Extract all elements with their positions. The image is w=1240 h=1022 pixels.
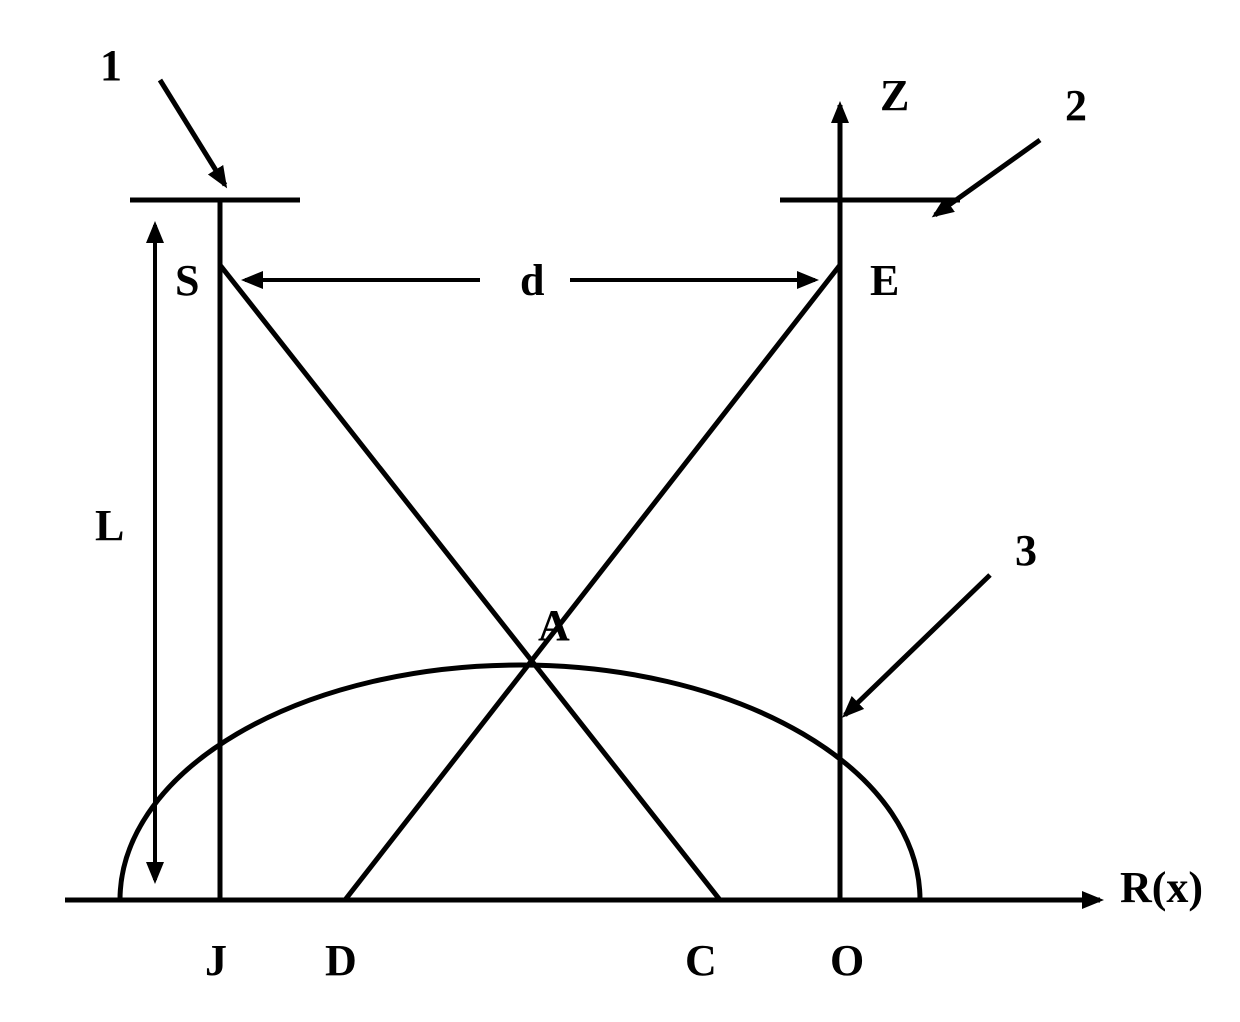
pointer-arrow-1 bbox=[160, 80, 225, 185]
label-3: 3 bbox=[1015, 525, 1037, 576]
label-C: C bbox=[685, 935, 717, 986]
label-J: J bbox=[205, 935, 227, 986]
label-2: 2 bbox=[1065, 80, 1087, 131]
geometry-diagram bbox=[0, 0, 1240, 1022]
pointer-arrow-2 bbox=[935, 140, 1040, 215]
label-Z: Z bbox=[880, 70, 909, 121]
label-Rx: R(x) bbox=[1120, 862, 1203, 913]
label-1: 1 bbox=[100, 40, 122, 91]
ellipse-arc bbox=[120, 665, 920, 900]
label-L: L bbox=[95, 500, 124, 551]
label-A: A bbox=[538, 600, 570, 651]
pointer-arrow-3 bbox=[845, 575, 990, 715]
label-d: d bbox=[520, 255, 544, 306]
label-E: E bbox=[870, 255, 899, 306]
label-O: O bbox=[830, 935, 864, 986]
line-SC bbox=[220, 265, 720, 900]
label-D: D bbox=[325, 935, 357, 986]
line-ED bbox=[345, 265, 840, 900]
label-S: S bbox=[175, 255, 199, 306]
